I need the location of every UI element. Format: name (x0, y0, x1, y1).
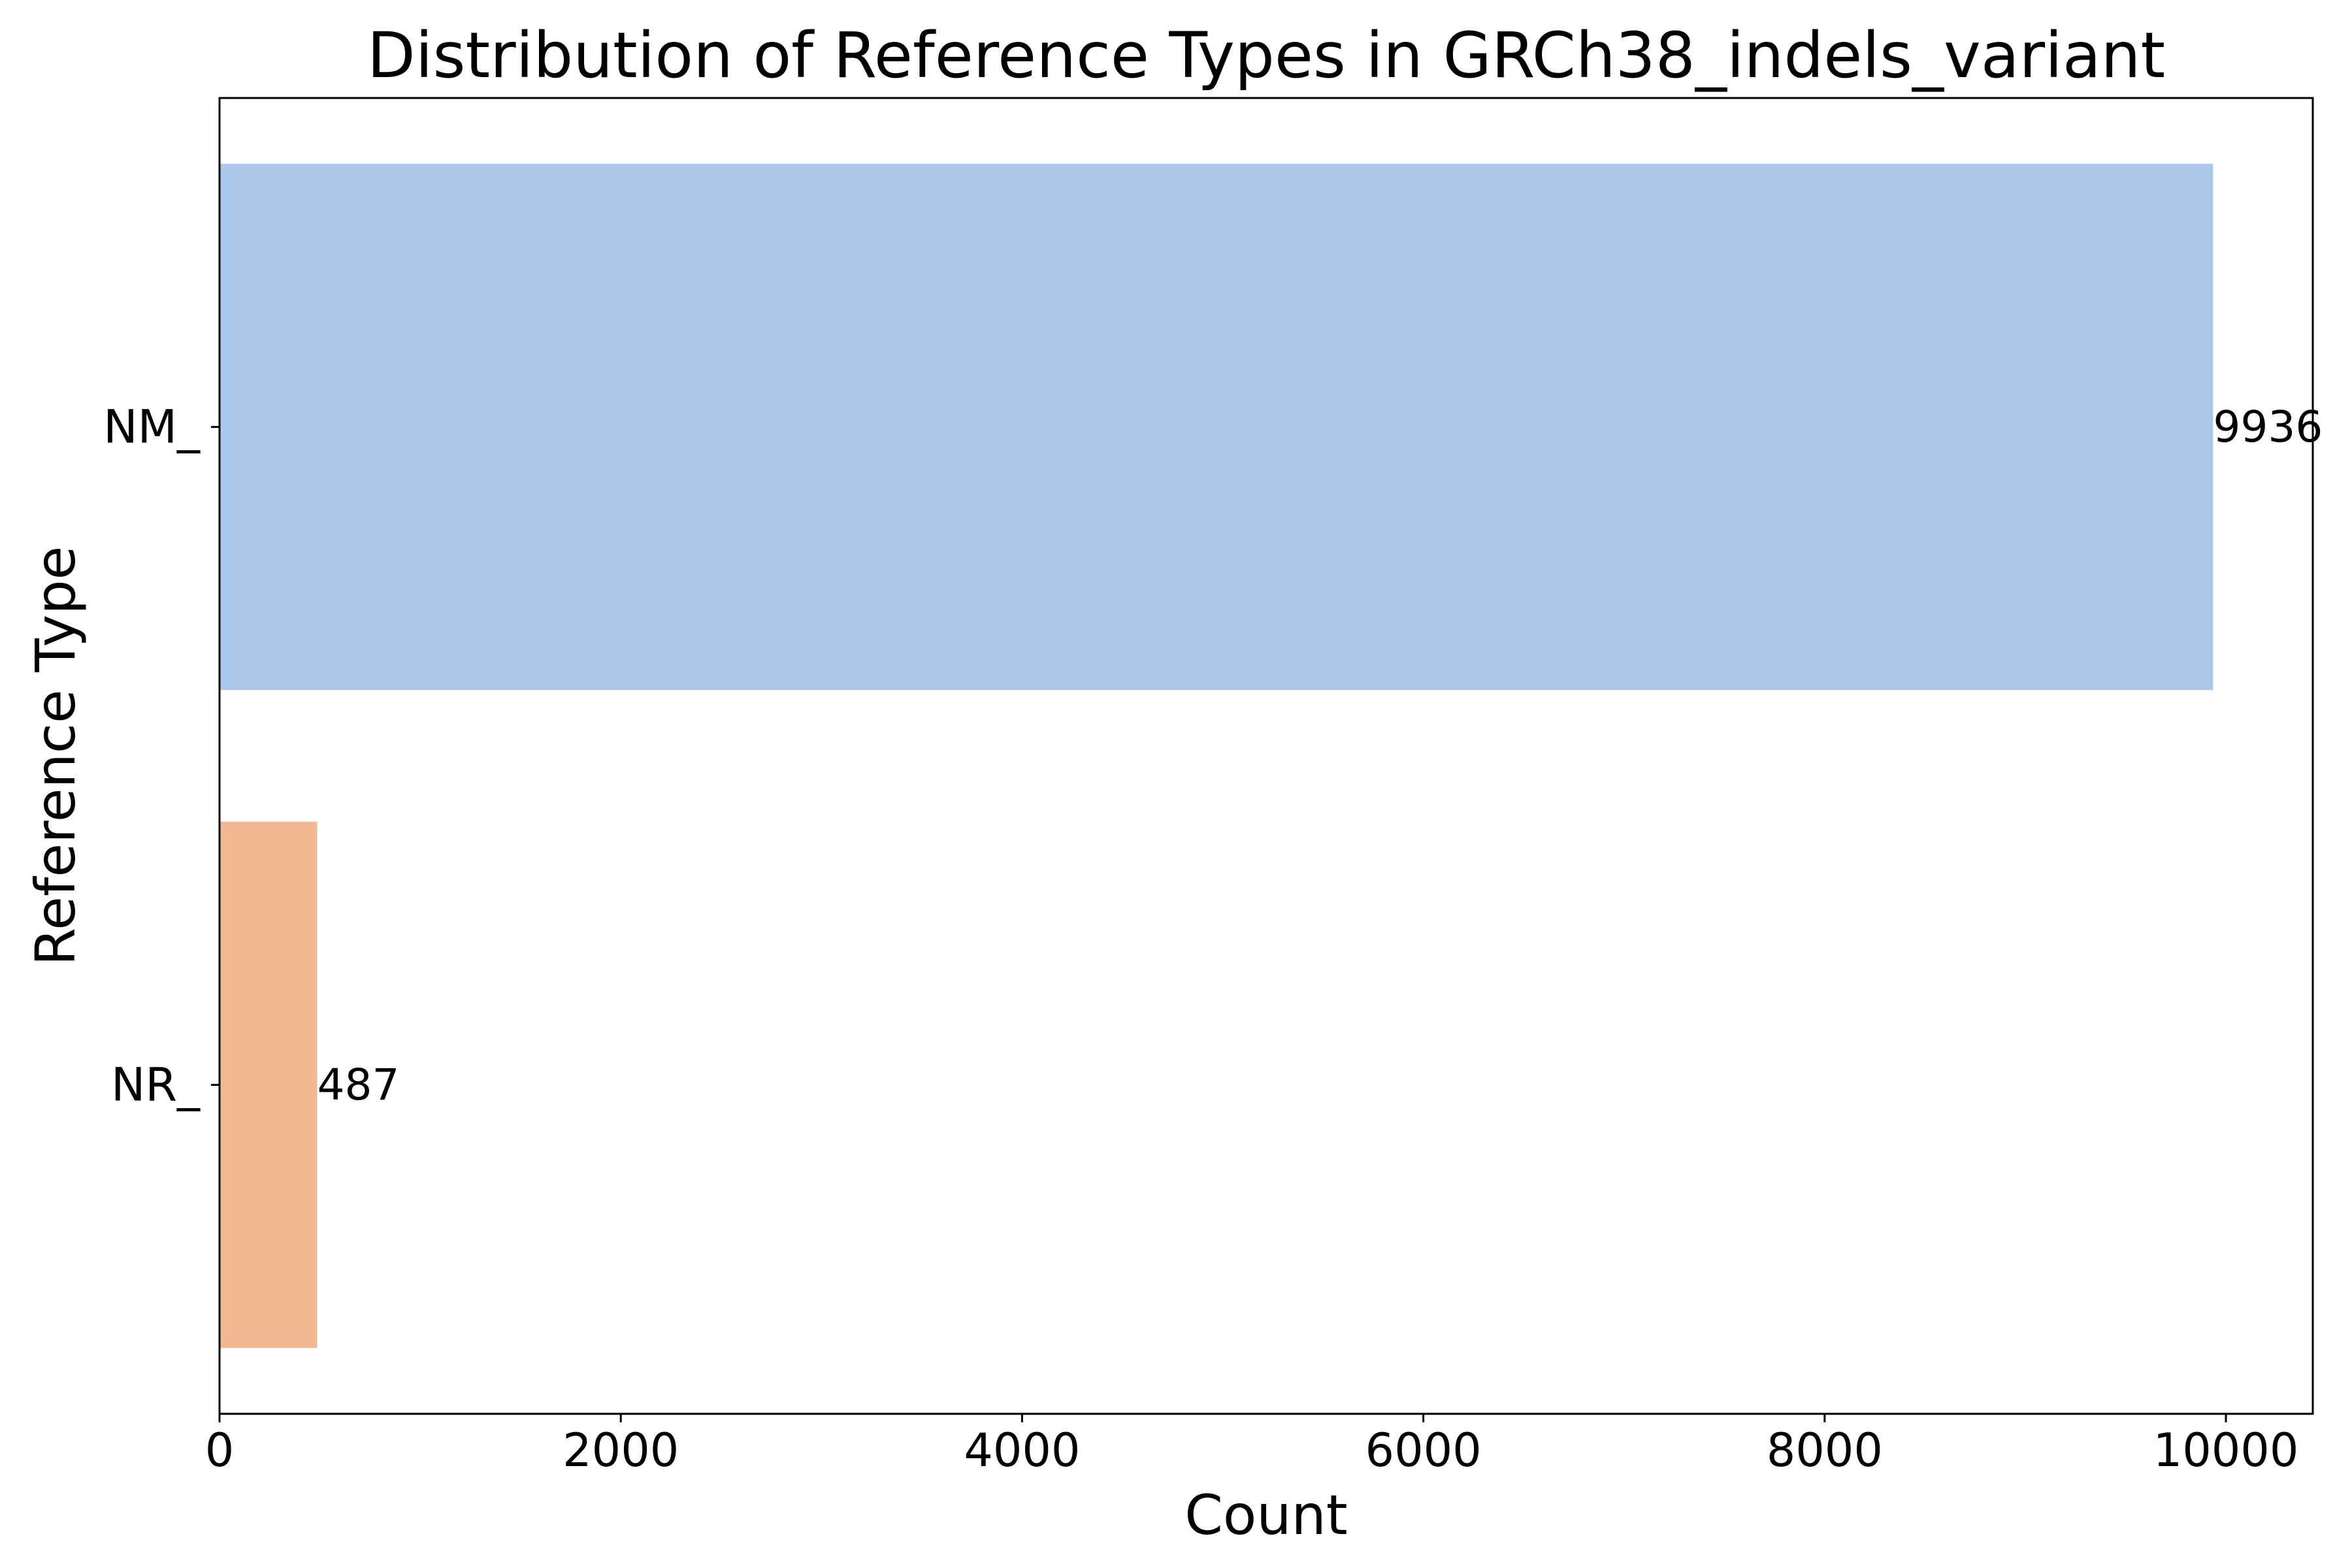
y-tick-label: NM_ (103, 400, 201, 454)
y-tick-label: NR_ (111, 1058, 201, 1112)
bar-nm (220, 163, 2213, 691)
bar-nr (220, 821, 318, 1348)
x-axis-ticks: 0 2000 4000 6000 8000 10000 (205, 1414, 2299, 1477)
x-axis-label: Count (1184, 1483, 1347, 1547)
x-tick-label: 6000 (1365, 1424, 1482, 1477)
plot-frame (218, 97, 2314, 1415)
x-tick-label: 0 (205, 1424, 235, 1477)
data-label-nm: 9936 (2213, 402, 2323, 452)
chart-title: Distribution of Reference Types in GRCh3… (367, 19, 2165, 92)
x-tick-label: 8000 (1767, 1424, 1883, 1477)
data-label-nr: 487 (318, 1060, 400, 1110)
x-tick-label: 4000 (964, 1424, 1080, 1477)
data-labels: 9936 487 (318, 402, 2323, 1110)
bars-layer (220, 163, 2213, 1348)
y-axis-ticks: NM_ NR_ (103, 400, 220, 1112)
y-axis-label: Reference Type (24, 546, 88, 966)
x-tick-label: 2000 (563, 1424, 679, 1477)
x-tick-label: 10000 (2153, 1424, 2299, 1477)
